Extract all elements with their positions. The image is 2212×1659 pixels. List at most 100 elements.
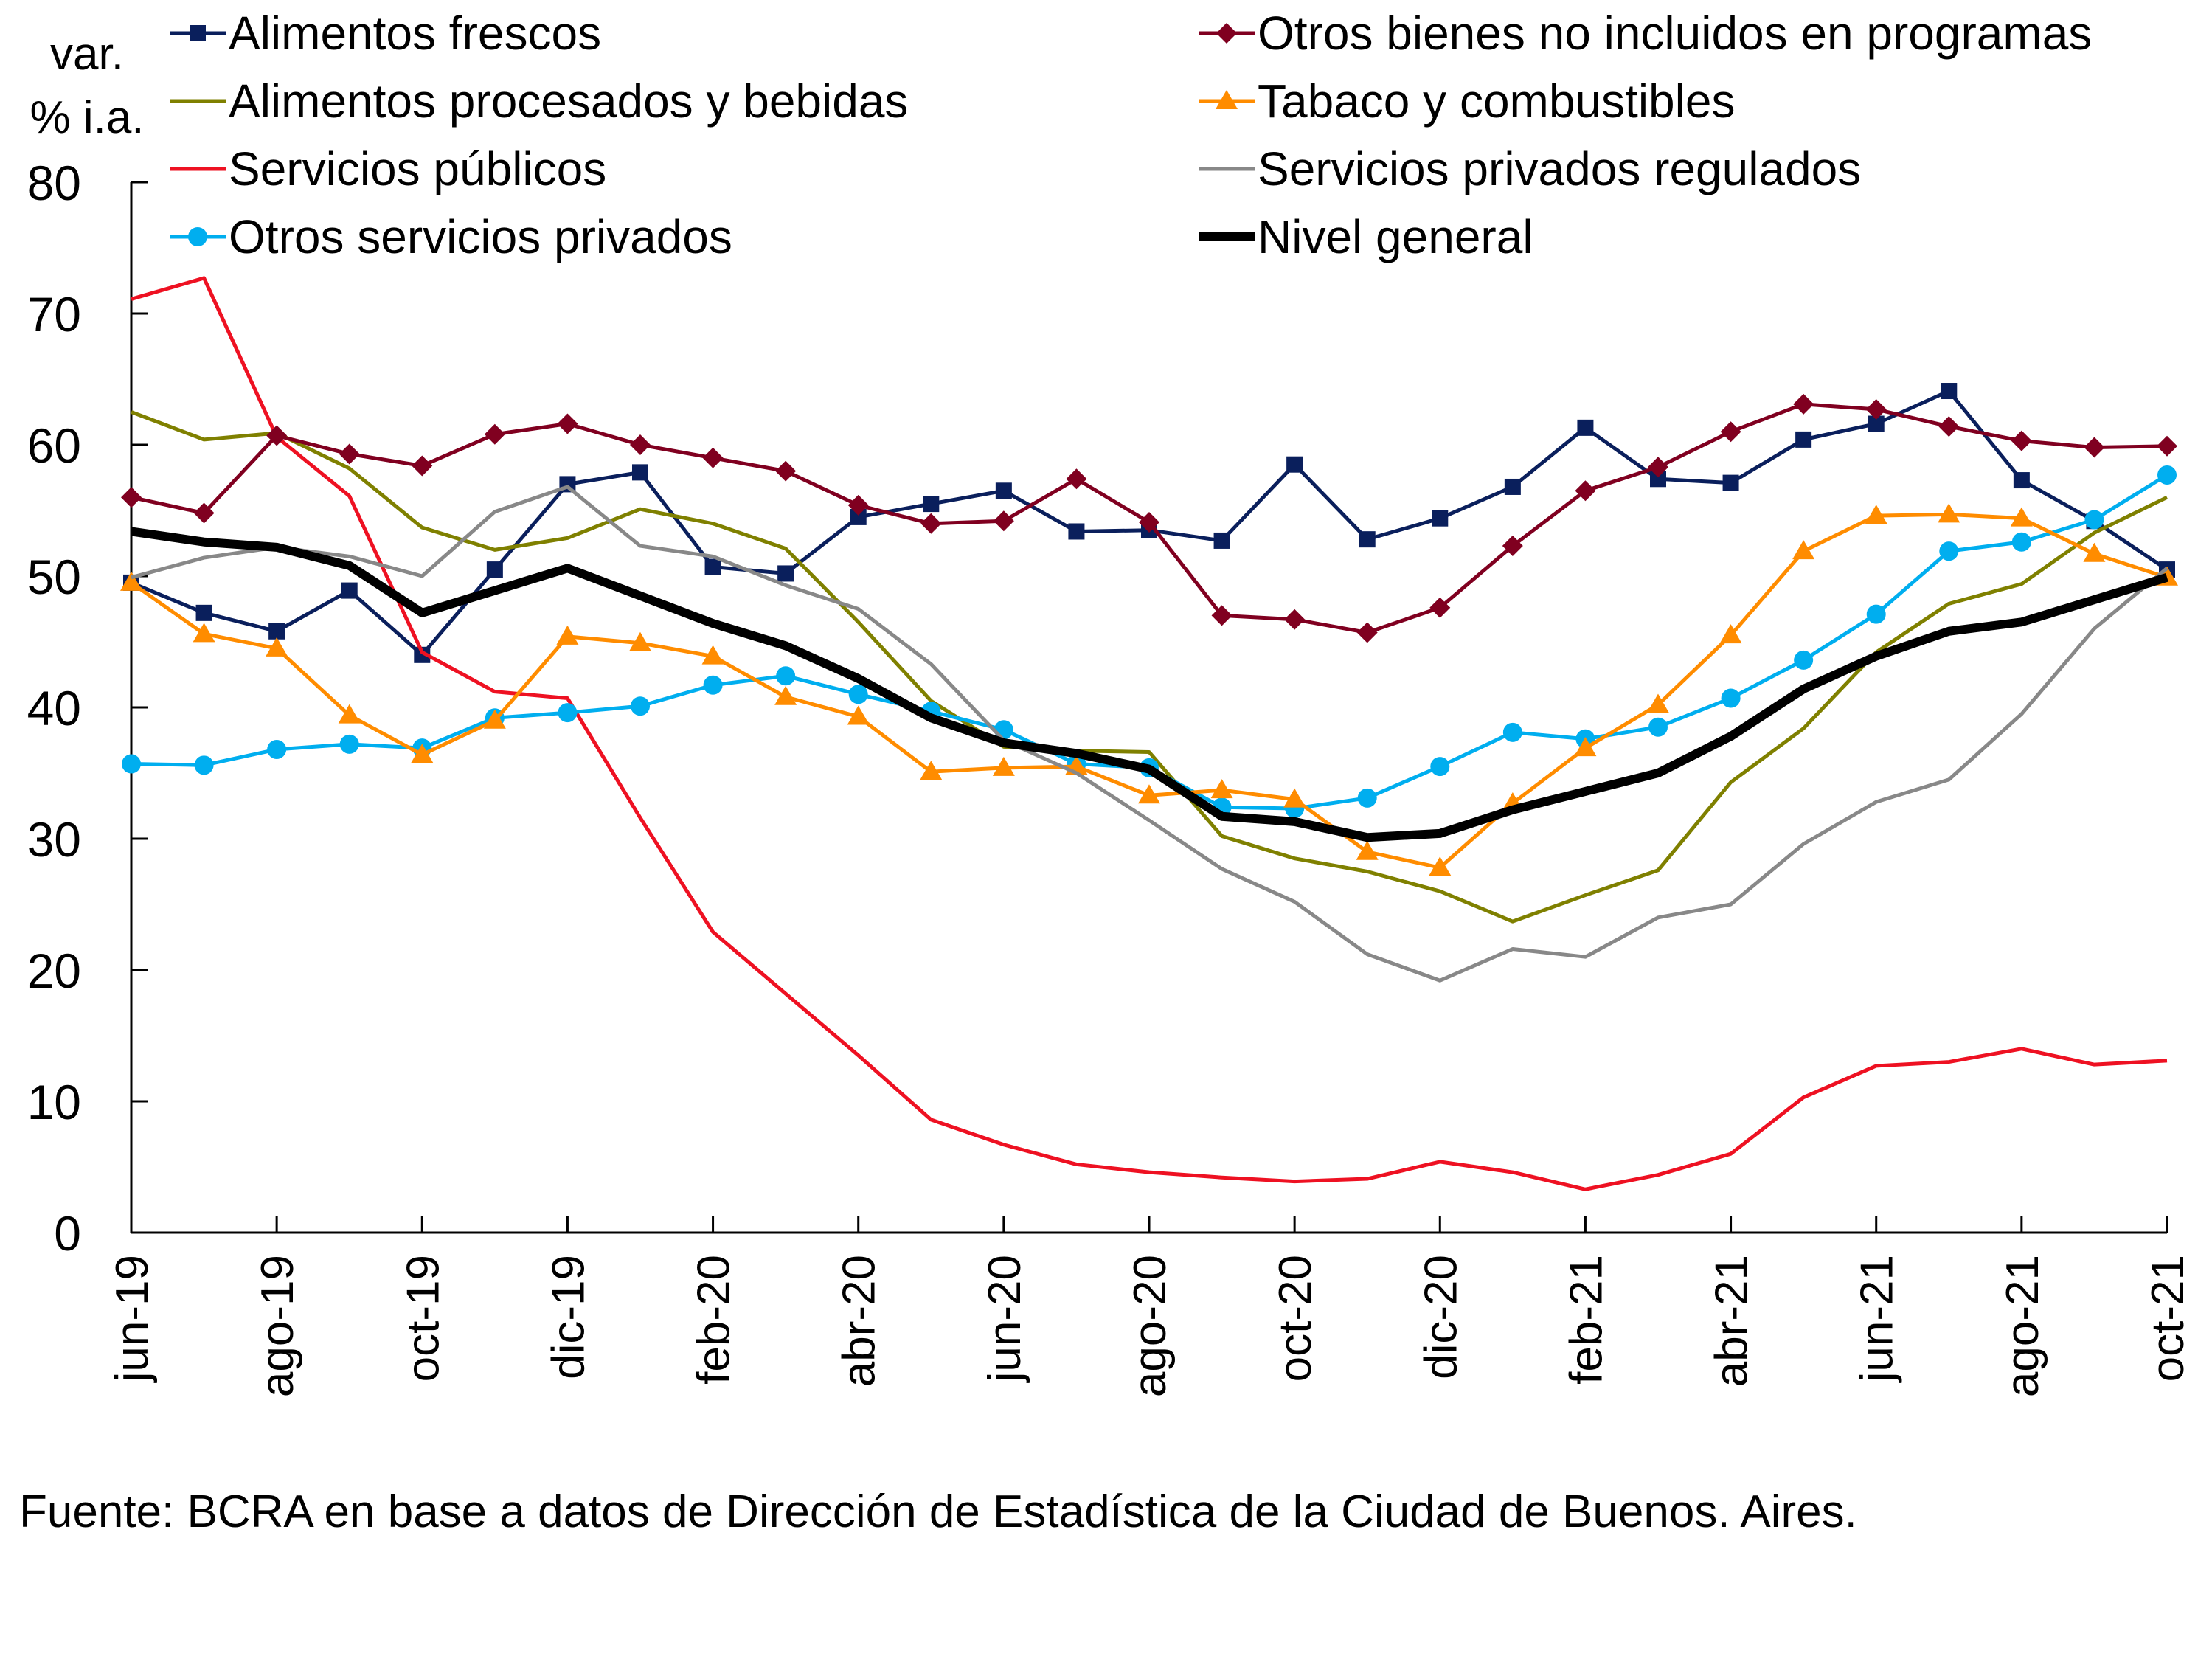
y-axis-label-line-2: % i.a.	[30, 92, 144, 143]
data-point	[1356, 622, 1378, 643]
data-point	[920, 513, 942, 534]
data-point	[2083, 542, 2106, 562]
data-point	[1719, 624, 1742, 644]
data-point	[1068, 523, 1085, 540]
y-tick-label: 70	[27, 287, 81, 342]
x-tick-label: abr-20	[834, 1255, 885, 1387]
legend-item: Servicios públicos	[170, 142, 606, 195]
data-point	[1502, 722, 1522, 742]
y-tick-label: 10	[27, 1075, 81, 1129]
legend-item: Servicios privados regulados	[1199, 142, 1861, 195]
data-point	[1283, 788, 1306, 808]
data-point	[2157, 465, 2177, 485]
legend-label: Otros bienes no incluidos en programas	[1258, 7, 2092, 60]
series-otros-bienes-no-incluidos-en-programas	[121, 393, 2177, 643]
legend-label: Servicios públicos	[229, 142, 606, 195]
y-tick-label: 80	[27, 156, 81, 210]
series-line	[130, 512, 2168, 870]
x-axis-ticks: jun-19 ago-19 oct-19 dic-19 feb-20 abr-20 jun-…	[107, 1216, 2194, 1397]
data-point	[195, 604, 212, 621]
data-point	[1432, 510, 1449, 527]
data-point	[1577, 419, 1594, 436]
legend-label: Nivel general	[1258, 210, 1533, 263]
data-point	[1648, 457, 1668, 478]
data-point	[193, 502, 215, 524]
legend-item: Alimentos procesados y bebidas	[170, 75, 908, 128]
data-point	[704, 558, 721, 575]
legend-item: Alimentos frescos	[170, 7, 601, 60]
legend-item: Tabaco y combustibles	[1199, 75, 1735, 128]
data-point	[2084, 437, 2105, 458]
data-point	[193, 623, 215, 643]
data-point	[2011, 532, 2031, 552]
data-point	[992, 756, 1015, 776]
data-point	[630, 434, 651, 455]
data-point	[1574, 737, 1597, 757]
data-point	[412, 455, 433, 477]
data-point	[1138, 784, 1160, 804]
series-line	[131, 485, 2168, 983]
data-point	[414, 646, 431, 663]
legend-item: Otros bienes no incluidos en programas	[1199, 7, 2092, 60]
y-tick-label: 0	[54, 1206, 81, 1261]
data-point	[1210, 779, 1233, 799]
data-point	[1865, 505, 1887, 524]
data-point	[1286, 456, 1303, 473]
data-point	[1720, 421, 1741, 443]
series-servicios-privados-regulados	[131, 485, 2168, 983]
data-point	[339, 443, 360, 465]
data-point	[266, 425, 288, 446]
data-point	[1429, 597, 1451, 618]
y-tick-label: 30	[27, 812, 81, 867]
data-point	[2013, 472, 2030, 489]
data-point	[483, 709, 506, 729]
data-point	[1939, 541, 1959, 561]
data-point	[1941, 383, 1958, 400]
y-tick-label: 40	[27, 681, 81, 735]
y-tick-label: 60	[27, 418, 81, 473]
legend-label: Alimentos frescos	[229, 7, 601, 60]
data-point	[1793, 393, 1814, 415]
data-point	[1429, 856, 1452, 876]
data-point	[847, 705, 870, 725]
data-point	[1575, 480, 1596, 502]
data-point	[1938, 503, 1960, 523]
data-point	[486, 561, 503, 578]
legend-label: Otros servicios privados	[229, 210, 732, 263]
data-point	[923, 496, 940, 513]
data-point	[339, 734, 359, 754]
data-point	[266, 637, 288, 657]
x-tick-label: oct-19	[398, 1255, 448, 1382]
data-point	[1650, 471, 1666, 488]
y-tick-label: 50	[27, 550, 81, 604]
data-point	[1865, 398, 1887, 420]
x-tick-label: oct-21	[2143, 1255, 2194, 1382]
data-point	[848, 685, 868, 704]
data-point	[1139, 512, 1159, 533]
x-tick-label: oct-20	[1270, 1255, 1321, 1382]
data-point	[703, 675, 723, 695]
data-point	[338, 704, 361, 724]
legend-item: Otros servicios privados	[170, 210, 732, 263]
x-tick-label: feb-21	[1561, 1255, 1612, 1385]
data-point	[2011, 430, 2032, 451]
x-tick-label: ago-20	[1125, 1255, 1176, 1397]
data-point	[850, 508, 867, 525]
data-point	[702, 447, 724, 468]
y-axis-label: var. % i.a.	[30, 29, 144, 143]
data-point	[920, 761, 943, 780]
data-point	[1795, 431, 1812, 448]
legend-marker	[190, 25, 206, 41]
data-point	[267, 739, 287, 759]
data-point	[1502, 536, 1523, 557]
data-point	[341, 582, 358, 599]
data-point	[847, 494, 869, 516]
legend-marker	[188, 227, 207, 246]
data-point	[411, 744, 434, 763]
data-point	[774, 685, 797, 705]
data-point	[629, 631, 651, 651]
data-point	[120, 571, 142, 591]
x-tick-label: jun-20	[980, 1255, 1030, 1383]
series-nivel-general	[131, 527, 2168, 842]
series-tabaco-y-combustibles	[120, 503, 2178, 876]
